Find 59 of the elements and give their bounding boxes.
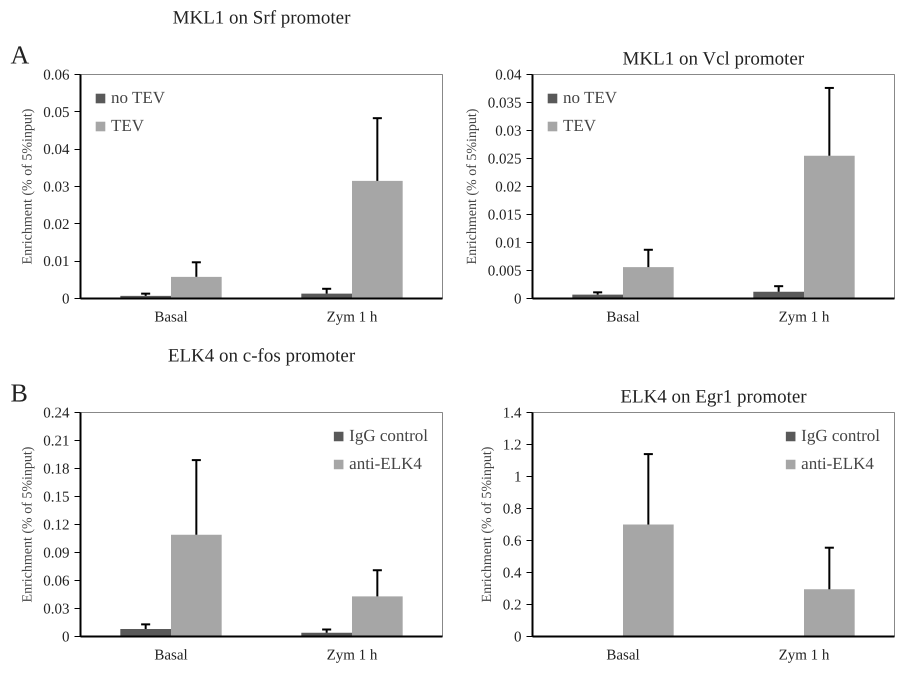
text: A [10,40,30,70]
y-tick-label: 0.18 [43,462,70,478]
y-tick-label: 0.03 [43,180,70,196]
y-tick-label: 0.03 [495,124,522,140]
legend-label: no TEV [111,88,165,108]
y-tick-label: 0 [514,630,522,646]
y-tick-label: 0.06 [43,68,70,84]
x-tick-label: Basal [154,648,188,664]
y-tick-label: 0.025 [488,152,522,168]
y-tick-label: 0 [62,292,70,308]
legend-label: IgG control [801,426,880,446]
x-tick-label: Zym 1 h [778,310,830,326]
x-tick-label: Basal [606,648,640,664]
y-tick-label: 0.01 [43,254,70,270]
y-tick-label: 1.4 [502,406,522,422]
y-tick-label: 0.15 [43,490,70,506]
y-tick-label: 0 [514,292,522,308]
y-tick-label: 0 [62,630,70,646]
y-tick-label: 0.005 [488,264,522,280]
y-axis-title: Enrichment (% of 5%input) [20,446,36,602]
legend-label: TEV [111,116,144,136]
y-tick-label: 0.24 [43,406,70,422]
x-tick-label: Zym 1 h [778,648,830,664]
y-tick-label: 1.2 [502,438,522,454]
y-tick-label: 1 [514,470,522,486]
legend-label: anti-ELK4 [801,454,874,474]
y-tick-label: 0.6 [502,534,522,550]
y-axis-title: Enrichment (% of 5%input) [480,446,495,602]
y-tick-label: 0.03 [43,602,70,618]
y-tick-label: 0.02 [495,180,522,196]
chart-title: ELK4 on Egr1 promoter [620,386,808,408]
y-tick-label: 0.4 [502,566,522,582]
y-tick-label: 0.035 [488,96,522,112]
y-tick-label: 0.8 [502,502,522,518]
x-tick-label: Basal [154,310,188,326]
chart-title: ELK4 on c-fos promoter [168,346,356,366]
y-tick-label: 0.06 [43,574,70,590]
x-tick-label: Zym 1 h [326,648,378,664]
text: B [10,378,28,408]
legend-label: IgG control [349,426,428,446]
y-tick-label: 0.04 [43,142,70,158]
y-tick-label: 0.21 [43,434,70,450]
y-tick-label: 0.09 [43,546,70,562]
y-tick-label: 0.04 [495,68,522,84]
y-tick-label: 0.015 [488,208,522,224]
y-tick-label: 0.05 [43,104,70,121]
x-tick-label: Zym 1 h [326,310,378,326]
y-axis-title: Enrichment (% of 5%input) [464,108,480,264]
y-axis-title: Enrichment (% of 5%input) [20,108,36,264]
chart-title: MKL1 on Srf promoter [172,8,352,28]
y-tick-label: 0.12 [43,518,70,534]
chart-title: MKL1 on Vcl promoter [622,48,805,70]
legend-label: anti-ELK4 [349,454,422,474]
y-tick-label: 0.01 [495,236,522,252]
y-tick-label: 0.2 [502,598,522,614]
legend-label: no TEV [563,88,617,108]
x-tick-label: Basal [606,310,640,326]
legend-label: TEV [563,116,596,136]
y-tick-label: 0.02 [43,216,70,233]
